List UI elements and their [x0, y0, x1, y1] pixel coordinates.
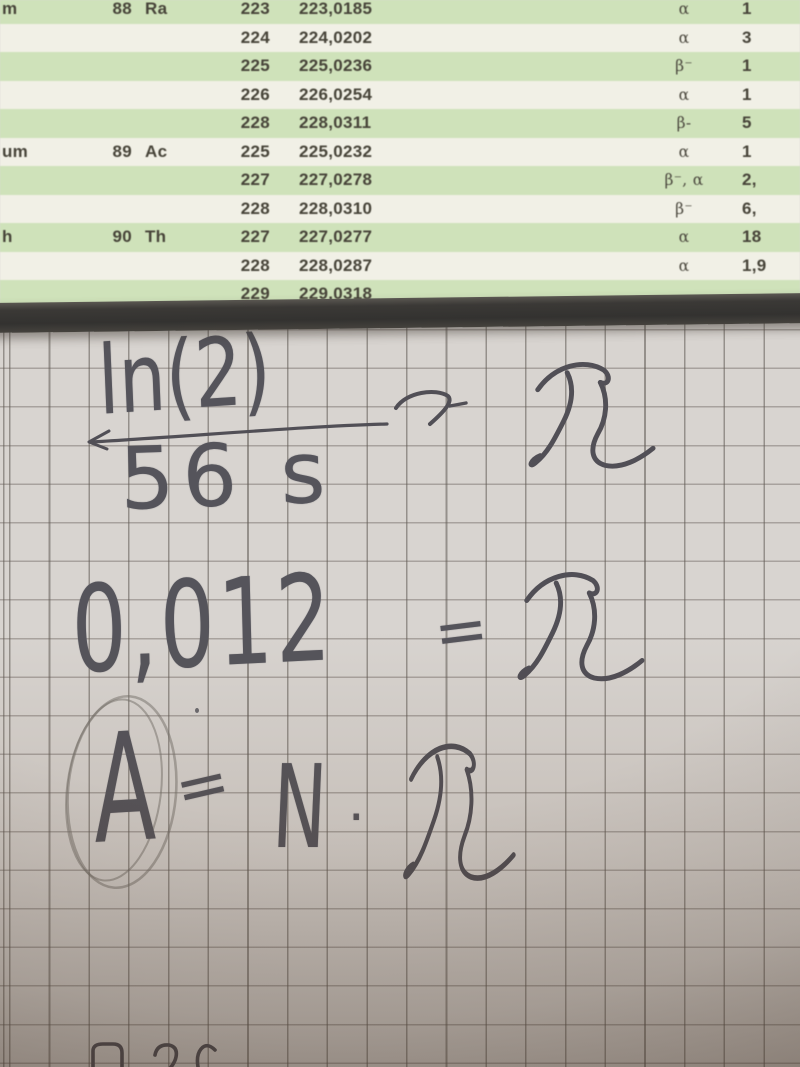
- cell-decay: α: [678, 142, 690, 161]
- cell-decay: β⁻, α: [664, 171, 704, 190]
- table-row: 224 224,0202 α 3: [0, 23, 800, 53]
- cell-decay: β⁻: [675, 57, 693, 76]
- cell-decay: α: [678, 256, 690, 275]
- nuclide-table: m 88 Ra 223 223,0185 α 1 224 224,0202 α 3 225 225,02…: [0, 0, 800, 304]
- cell-hl: 2,: [742, 170, 757, 190]
- cell-z: 90: [112, 227, 132, 247]
- cell-hl: 6,: [742, 198, 757, 218]
- eq2-equals: =: [430, 591, 493, 672]
- cell-a: 228: [240, 255, 270, 275]
- cell-z: 88: [112, 0, 132, 18]
- cell-name: m: [2, 0, 18, 18]
- cell-a: 225: [240, 141, 270, 161]
- graph-paper: ln(2) 56 s 0,012 =: [0, 310, 800, 1067]
- table-row: h 90 Th 227 227,0277 α 18: [0, 223, 800, 252]
- eq1-denominator: 56 s: [118, 422, 335, 530]
- table-row: 228 228,0310 β⁻ 6,: [0, 194, 800, 224]
- table-row: 228 228,0311 β- 5: [0, 109, 800, 138]
- cell-a: 224: [240, 27, 270, 47]
- cell-mass: 225,0236: [299, 56, 373, 76]
- cell-sym: Ac: [145, 141, 168, 161]
- cell-hl: 1: [742, 84, 752, 104]
- cell-name: um: [2, 141, 29, 161]
- nuclide-table-rows: m 88 Ra 223 223,0185 α 1 224 224,0202 α 3 225 225,02…: [0, 0, 800, 304]
- cell-hl: 1: [742, 0, 752, 18]
- table-row: 227 227,0278 β⁻, α 2,: [0, 166, 800, 195]
- cell-mass: 226,0254: [299, 84, 373, 104]
- eq2-value: 0,012: [70, 549, 336, 701]
- cell-a: 226: [240, 84, 270, 104]
- cell-mass: 225,0232: [299, 141, 373, 161]
- cell-hl: 3: [742, 27, 752, 47]
- graph-grid: [0, 310, 800, 1067]
- cell-mass: 227,0277: [299, 227, 373, 247]
- handwritten-notes: ln(2) 56 s 0,012 =: [0, 310, 800, 1067]
- cell-decay: α: [678, 28, 690, 47]
- eq3-lhs: A: [92, 700, 158, 878]
- pencil-circle: [65, 694, 178, 890]
- cell-mass: 223,0185: [299, 0, 373, 18]
- cell-sym: Ra: [145, 0, 168, 18]
- cell-mass: 228,0311: [299, 113, 372, 133]
- lambda-symbol: [517, 572, 645, 682]
- cell-mass: 224,0202: [299, 27, 373, 47]
- table-row: 228 228,0287 α 1,9: [0, 251, 800, 281]
- cell-decay: β⁻: [675, 199, 693, 218]
- eq3-dot: ·: [348, 788, 365, 848]
- cell-mass: 227,0278: [299, 170, 373, 190]
- cell-decay: α: [678, 0, 690, 18]
- cell-decay: α: [678, 228, 690, 247]
- lambda-symbol: [528, 361, 656, 469]
- cell-hl: 1: [742, 56, 752, 76]
- cell-mass: 228,0310: [299, 198, 373, 218]
- cell-a: 225: [240, 56, 270, 76]
- cell-sym: Th: [145, 227, 167, 247]
- cell-z: 89: [112, 141, 132, 161]
- table-row: 225 225,0236 β⁻ 1: [0, 52, 800, 81]
- cell-hl: 1: [742, 141, 752, 161]
- lambda-symbol: [403, 743, 516, 881]
- cell-a: 227: [240, 227, 270, 247]
- cell-mass: 228,0287: [299, 255, 373, 275]
- pencil-dot: [195, 708, 199, 713]
- cell-hl: 18: [742, 227, 762, 247]
- cutoff-handwriting: [91, 1042, 217, 1067]
- table-row: 226 226,0254 α 1: [0, 80, 800, 110]
- cell-hl: 1,9: [742, 255, 767, 275]
- table-row: um 89 Ac 225 225,0232 α 1: [0, 137, 800, 167]
- eq1-equals-scribble: [394, 390, 468, 426]
- cell-a: 228: [240, 113, 270, 133]
- cell-decay: β-: [676, 114, 692, 133]
- fraction-bar: [87, 422, 389, 451]
- cell-hl: 5: [742, 113, 752, 133]
- table-row: m 88 Ra 223 223,0185 α 1: [0, 0, 800, 24]
- cell-decay: α: [678, 85, 690, 104]
- eq3-rhs-factor: N: [270, 741, 330, 875]
- cell-name: h: [2, 227, 13, 247]
- cell-a: 223: [240, 0, 270, 18]
- cell-a: 228: [240, 198, 270, 218]
- cell-a: 227: [240, 170, 270, 190]
